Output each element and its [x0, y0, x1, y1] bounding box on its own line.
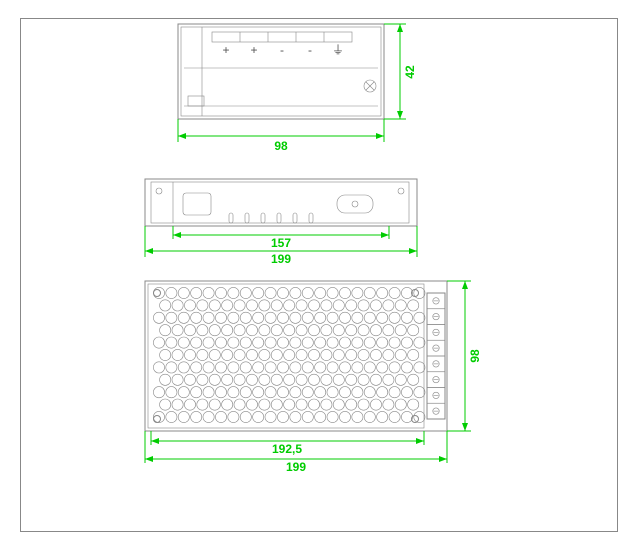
dim-side-inner: 157 — [173, 226, 389, 250]
terminal-block — [427, 293, 445, 419]
page-canvas: + + - - ⏚ 98 — [0, 0, 637, 549]
dim-label: 199 — [271, 252, 291, 266]
dim-label: 157 — [271, 236, 291, 250]
side-view: 157 199 — [145, 179, 465, 267]
dim-label: 98 — [468, 349, 482, 363]
dim-label: 42 — [403, 65, 417, 79]
top-view: + + - - ⏚ 98 — [178, 24, 438, 169]
terminal-symbol: ⏚ — [332, 43, 344, 57]
terminal-symbol: + — [250, 43, 257, 57]
terminal-symbol: + — [222, 43, 229, 57]
dim-label: 192,5 — [272, 442, 302, 456]
terminal-symbol: - — [308, 43, 312, 57]
dim-label: 199 — [286, 460, 306, 474]
drawing-frame: + + - - ⏚ 98 — [20, 18, 618, 532]
dim-bottom-height: 98 — [447, 281, 482, 431]
dim-top-height: 42 — [384, 24, 417, 119]
perforation-grid — [153, 287, 425, 422]
dim-top-width: 98 — [178, 119, 384, 153]
dim-label: 98 — [274, 139, 288, 153]
dim-bottom-inner-w: 192,5 — [151, 431, 424, 456]
terminal-symbol: - — [280, 43, 284, 57]
bottom-view: 192,5 199 98 — [145, 281, 505, 481]
